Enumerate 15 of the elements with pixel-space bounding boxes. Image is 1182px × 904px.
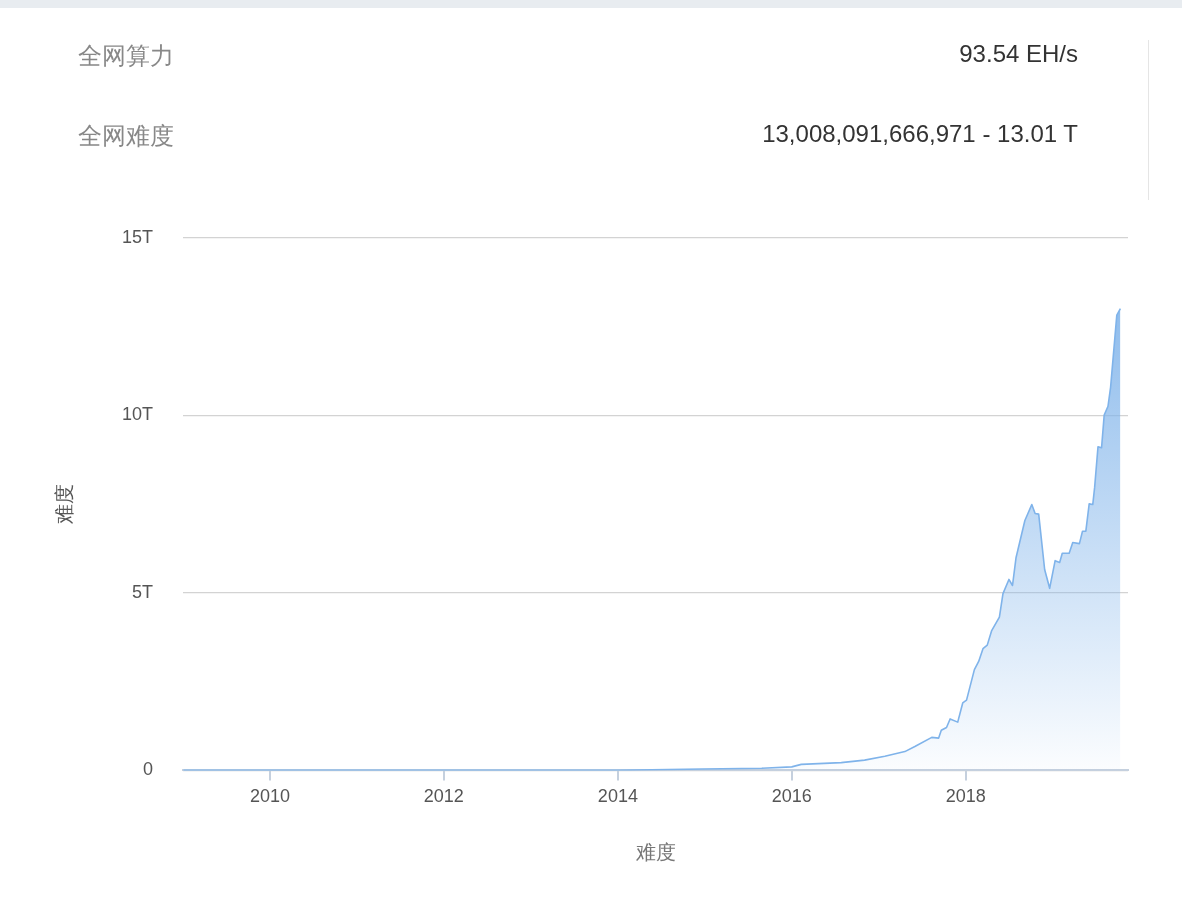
y-tick-label: 15T <box>121 226 154 247</box>
y-tick-label: 10T <box>121 404 154 425</box>
x-tick-label: 2016 <box>771 786 812 807</box>
x-tick-label: 2018 <box>945 786 986 807</box>
x-axis-title: 难度 <box>634 840 676 865</box>
x-tick-label: 2014 <box>597 786 638 807</box>
text: 93.54 EH/s <box>959 40 1078 69</box>
text: 13,008,091,666,971 - 13.01 T <box>762 120 1078 149</box>
y-tick-label: 0 <box>143 759 154 780</box>
y-tick-label: 5T <box>132 581 154 602</box>
x-tick-label: 2010 <box>249 786 290 807</box>
x-tick-label: 2012 <box>423 786 464 807</box>
text: 全网难度 <box>78 121 174 152</box>
y-axis-title: 难度 <box>52 484 77 526</box>
text: 全网算力 <box>78 41 174 72</box>
